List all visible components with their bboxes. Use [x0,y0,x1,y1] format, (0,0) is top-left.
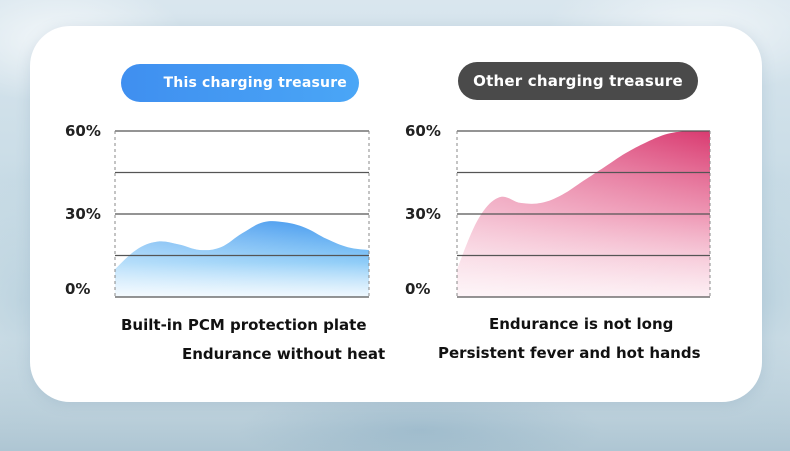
left-chart-title: This charging treasure [163,75,347,91]
left-caption-line-2: Endurance without heat [182,345,386,363]
right-chart-title-pill: Other charging treasure [458,62,698,100]
right-chart: 60% 30% 0% [405,122,711,298]
left-ytick-60: 60% [65,122,101,140]
right-chart-title: Other charging treasure [473,72,683,90]
left-ytick-0: 0% [65,280,90,298]
right-ytick-60: 60% [405,122,441,140]
left-chart: 60% 30% 0% [65,122,370,298]
left-grid [114,130,370,298]
right-caption-line-1: Endurance is not long [489,315,674,333]
right-ytick-30: 30% [405,205,441,223]
left-ytick-30: 30% [65,205,101,223]
left-area-sheen [115,221,369,297]
left-caption-line-1: Built-in PCM protection plate [121,316,367,334]
right-ytick-0: 0% [405,280,430,298]
right-grid [456,130,711,298]
left-chart-title-pill: This charging treasure [121,64,359,102]
right-caption-line-2: Persistent fever and hot hands [438,344,701,362]
